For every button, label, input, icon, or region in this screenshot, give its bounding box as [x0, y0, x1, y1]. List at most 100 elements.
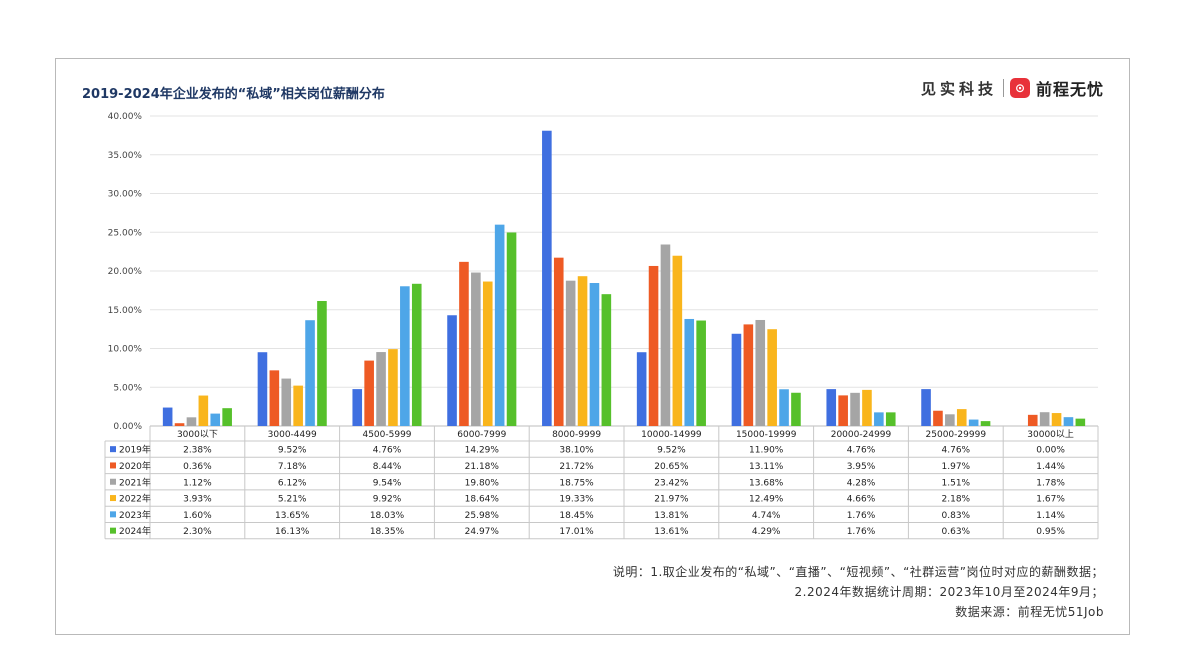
y-tick-label: 30.00% [108, 190, 143, 200]
table-cell: 14.29% [465, 446, 500, 456]
bar [933, 410, 943, 426]
legend-swatch [110, 511, 116, 518]
bar [352, 389, 363, 426]
table-cell: 38.10% [559, 446, 594, 456]
table-cell: 18.35% [370, 527, 405, 537]
table-cell: 4.76% [373, 446, 402, 456]
table-cell: 17.01% [559, 527, 594, 537]
bar [553, 257, 564, 426]
bar [885, 412, 896, 426]
table-cell: 12.49% [749, 495, 784, 505]
x-tick-label: 8000-9999 [552, 430, 601, 440]
y-tick-label: 10.00% [108, 345, 143, 355]
table-cell: 4.29% [752, 527, 781, 537]
bar [293, 385, 303, 426]
bar [388, 349, 398, 426]
table-cell: 4.66% [847, 495, 876, 505]
legend-label: 2020年 [119, 460, 151, 472]
table-cell: 1.51% [942, 478, 971, 488]
bar [791, 392, 801, 426]
bar [162, 407, 173, 426]
bar [186, 417, 197, 426]
table-cell: 21.97% [654, 495, 689, 505]
note-line-1: 说明：1.取企业发布的“私域”、“直播”、“短视频”、“社群运营”岗位时对应的薪… [612, 565, 1104, 579]
table-cell: 3.93% [183, 495, 212, 505]
bar [281, 378, 292, 426]
table-cell: 9.52% [278, 446, 307, 456]
table-cell: 13.61% [654, 527, 689, 537]
table-cell: 2.38% [183, 446, 212, 456]
legend-label: 2021年 [119, 476, 151, 488]
table-cell: 9.92% [373, 495, 402, 505]
bar [1039, 412, 1050, 426]
bar [767, 329, 777, 426]
bar [921, 389, 931, 426]
bar [684, 318, 695, 426]
bar [968, 419, 979, 426]
table-cell: 9.52% [657, 446, 686, 456]
bar [945, 414, 955, 426]
x-tick-label: 25000-29999 [926, 430, 987, 440]
table-cell: 3.95% [847, 462, 876, 472]
bar [601, 294, 612, 426]
table-cell: 0.95% [1036, 527, 1065, 537]
bar [317, 300, 327, 426]
table-cell: 1.76% [847, 511, 876, 521]
bar [222, 408, 232, 426]
legend-swatch [110, 462, 116, 469]
table-cell: 5.21% [278, 495, 307, 505]
brand-divider [1002, 79, 1004, 97]
x-tick-label: 3000以下 [177, 430, 218, 440]
x-tick-label: 3000-4499 [268, 430, 317, 440]
table-cell: 13.81% [654, 511, 689, 521]
bar [198, 395, 209, 426]
bar [174, 423, 185, 426]
table-cell: 25.98% [465, 511, 500, 521]
bar [731, 333, 742, 426]
bar [1051, 413, 1062, 426]
legend-swatch [110, 527, 116, 534]
table-cell: 2.30% [183, 527, 212, 537]
table-cell: 1.76% [847, 527, 876, 537]
footnotes: 说明：1.取企业发布的“私域”、“直播”、“短视频”、“社群运营”岗位时对应的薪… [613, 562, 1104, 622]
bar [565, 280, 576, 426]
y-tick-label: 20.00% [108, 267, 143, 277]
bar [542, 130, 552, 426]
bar [980, 421, 991, 426]
table-cell: 19.80% [465, 478, 500, 488]
table-cell: 11.90% [749, 446, 784, 456]
bar [755, 319, 766, 426]
table-cell: 2.18% [942, 495, 971, 505]
legend-label: 2019年 [119, 444, 151, 456]
bar [376, 352, 386, 426]
table-cell: 9.54% [373, 478, 402, 488]
table-cell: 1.67% [1036, 495, 1065, 505]
legend-swatch [110, 495, 116, 502]
note-line-2: 2.2024年数据统计周期：2023年10月至2024年9月； [794, 585, 1104, 599]
bar [636, 352, 647, 426]
bar [838, 395, 848, 426]
table-cell: 7.18% [278, 462, 307, 472]
bar [506, 232, 517, 426]
bar [862, 389, 872, 426]
bar [850, 392, 860, 426]
x-tick-label: 6000-7999 [457, 430, 506, 440]
table-cell: 21.72% [559, 462, 594, 472]
bar [210, 413, 221, 426]
brand-jianshi: 见实科技 [920, 79, 997, 98]
bar [1075, 418, 1086, 426]
y-tick-label: 15.00% [108, 306, 143, 316]
chart-title: 2019-2024年企业发布的“私域”相关岗位薪酬分布 [82, 87, 385, 102]
table-cell: 21.18% [465, 462, 500, 472]
legend-label: 2022年 [119, 493, 151, 505]
x-tick-label: 20000-24999 [831, 430, 892, 440]
bar [956, 409, 967, 426]
bar [459, 261, 469, 426]
y-tick-label: 25.00% [108, 228, 143, 238]
table-cell: 19.33% [559, 495, 594, 505]
table-cell: 13.68% [749, 478, 784, 488]
x-tick-label: 15000-19999 [736, 430, 797, 440]
table-cell: 16.13% [275, 527, 310, 537]
table-cell: 6.12% [278, 478, 307, 488]
